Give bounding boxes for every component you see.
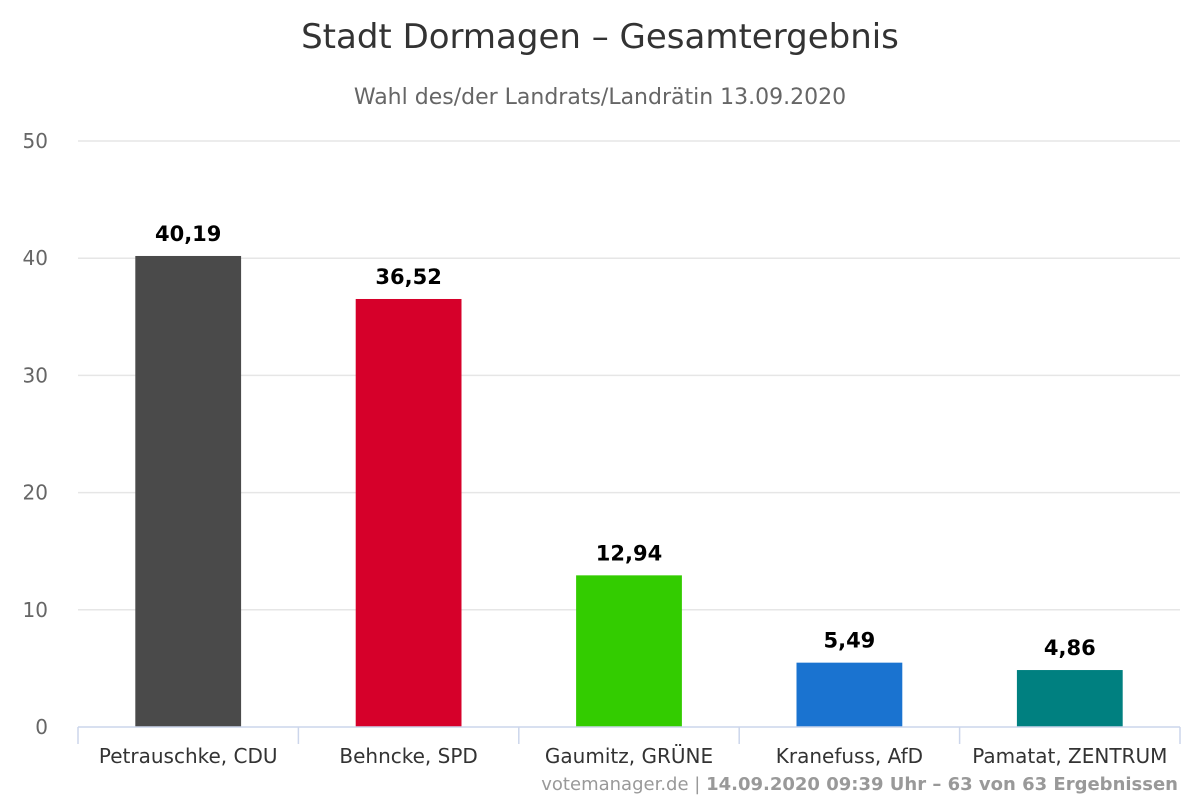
chart-subtitle: Wahl des/der Landrats/Landrätin 13.09.20… bbox=[354, 85, 846, 110]
bars bbox=[135, 255, 1123, 727]
bar bbox=[355, 298, 462, 727]
y-tick-label: 0 bbox=[35, 715, 48, 739]
x-axis-ticks: Petrauschke, CDU Behncke, SPD Gaumitz, GRÜ… bbox=[99, 744, 1167, 768]
x-tick-label: Pamatat, ZENTRUM bbox=[972, 744, 1167, 768]
chart-title: Stadt Dormagen – Gesamtergebnis bbox=[301, 17, 899, 57]
y-tick-label: 10 bbox=[23, 598, 48, 622]
data-labels: 40,19 36,52 12,94 5,49 4,86 bbox=[155, 222, 1096, 660]
x-tick-label: Gaumitz, GRÜNE bbox=[545, 744, 713, 768]
y-tick-label: 40 bbox=[23, 246, 48, 270]
gridlines bbox=[78, 140, 1180, 611]
bar bbox=[1016, 670, 1123, 727]
data-label: 4,86 bbox=[1044, 636, 1096, 660]
y-tick-label: 20 bbox=[23, 481, 48, 505]
y-tick-label: 50 bbox=[23, 129, 48, 153]
data-label: 36,52 bbox=[375, 265, 441, 289]
x-tick-label: Petrauschke, CDU bbox=[99, 744, 278, 768]
credits: votemanager.de | 14.09.2020 09:39 Uhr – … bbox=[541, 774, 1178, 795]
x-tick-label: Behncke, SPD bbox=[339, 744, 477, 768]
bar bbox=[135, 255, 242, 727]
credits-separator: | bbox=[689, 774, 707, 795]
data-label: 5,49 bbox=[823, 629, 875, 653]
data-label: 40,19 bbox=[155, 222, 221, 246]
credits-detail: 14.09.2020 09:39 Uhr – 63 von 63 Ergebni… bbox=[706, 774, 1178, 795]
y-tick-label: 30 bbox=[23, 363, 48, 387]
y-axis-ticks: 0 10 20 30 40 50 bbox=[23, 129, 48, 739]
bar bbox=[796, 662, 903, 727]
data-label: 12,94 bbox=[596, 541, 662, 565]
x-tick-label: Kranefuss, AfD bbox=[776, 744, 923, 768]
credits-source: votemanager.de bbox=[541, 774, 688, 795]
bar bbox=[576, 575, 682, 727]
x-axis bbox=[77, 726, 1181, 744]
